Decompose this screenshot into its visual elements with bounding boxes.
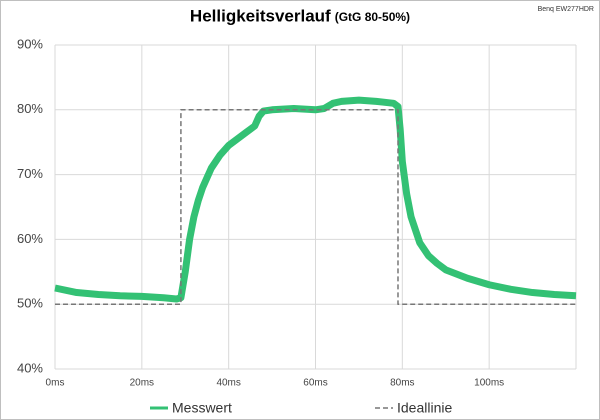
series-line (55, 109, 576, 305)
x-tick-label: 40ms (216, 378, 240, 389)
annotation: Benq EW277HDR (538, 6, 594, 13)
chart-subtitle: (GtG 80-50%) (335, 10, 410, 24)
x-tick-label: 100ms (474, 378, 504, 389)
y-tick-label: 40% (17, 360, 43, 375)
x-tick-label: 0ms (46, 378, 65, 389)
y-tick-label: 60% (17, 231, 43, 246)
chart-title: Helligkeitsverlauf (190, 6, 331, 25)
x-tick-label: 80ms (390, 378, 414, 389)
y-tick-label: 50% (17, 296, 43, 311)
x-tick-label: 60ms (303, 378, 327, 389)
y-tick-label: 70% (17, 166, 43, 181)
x-tick-label: 20ms (130, 378, 154, 389)
y-tick-label: 90% (17, 36, 43, 51)
legend-label: Messwert (172, 400, 232, 416)
y-tick-label: 80% (17, 101, 43, 116)
series-line (54, 96, 577, 303)
legend-label: Ideallinie (397, 400, 452, 416)
